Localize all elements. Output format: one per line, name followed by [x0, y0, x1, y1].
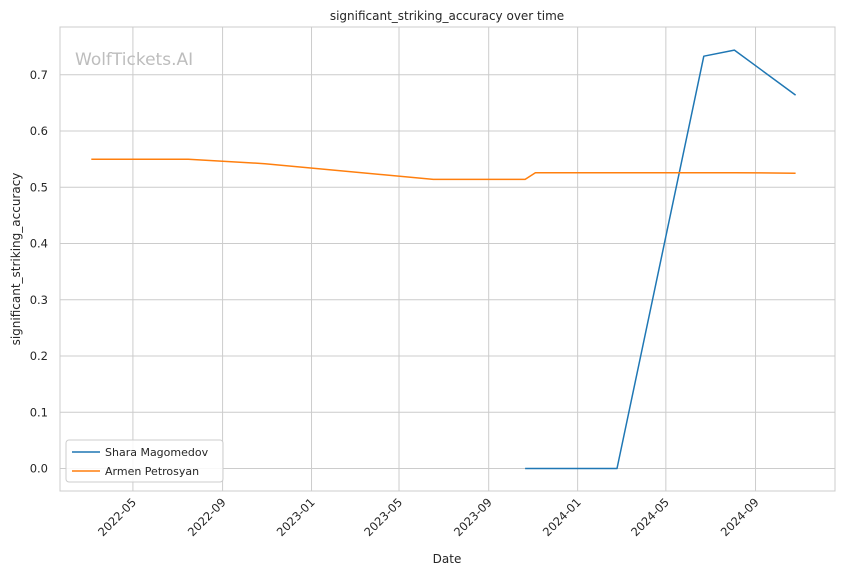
legend-label: Armen Petrosyan	[105, 465, 199, 478]
y-tick-label: 0.2	[30, 349, 48, 363]
legend: Shara Magomedov Armen Petrosyan	[65, 439, 224, 483]
y-tick-label: 0.0	[30, 462, 48, 476]
x-tick-label: 2024-05	[628, 495, 672, 539]
x-axis-label: Date	[433, 552, 462, 566]
series-line	[525, 49, 797, 470]
x-axis-ticks: 2022-05 2022-09 2023-01 2023-05 2023-09 2024-…	[95, 495, 762, 539]
series-layer	[91, 49, 797, 470]
chart-title: significant_striking_accuracy over time	[330, 9, 564, 23]
x-tick-label: 2024-09	[718, 495, 762, 539]
x-tick-label: 2023-05	[361, 495, 405, 539]
x-tick-label: 2023-01	[274, 495, 318, 539]
legend-box	[65, 439, 224, 483]
y-tick-label: 0.4	[30, 237, 48, 251]
x-tick-label: 2024-01	[540, 495, 584, 539]
y-tick-label: 0.1	[30, 405, 48, 419]
y-tick-label: 0.5	[30, 180, 48, 194]
x-tick-label: 2022-09	[185, 495, 229, 539]
y-tick-label: 0.3	[30, 293, 48, 307]
y-axis-label: significant_striking_accuracy	[9, 173, 23, 346]
x-tick-label: 2023-09	[451, 495, 495, 539]
plot-area	[59, 26, 836, 492]
watermark-text: WolfTickets.AI	[75, 50, 193, 70]
x-tick-label: 2022-05	[95, 495, 139, 539]
grid	[60, 27, 835, 491]
legend-label: Shara Magomedov	[105, 446, 209, 459]
y-tick-label: 0.7	[30, 68, 48, 82]
y-axis-ticks: 0.0 0.1 0.2 0.3 0.4 0.5 0.6 0.7	[30, 68, 48, 476]
series-line	[91, 158, 796, 181]
y-tick-label: 0.6	[30, 124, 48, 138]
